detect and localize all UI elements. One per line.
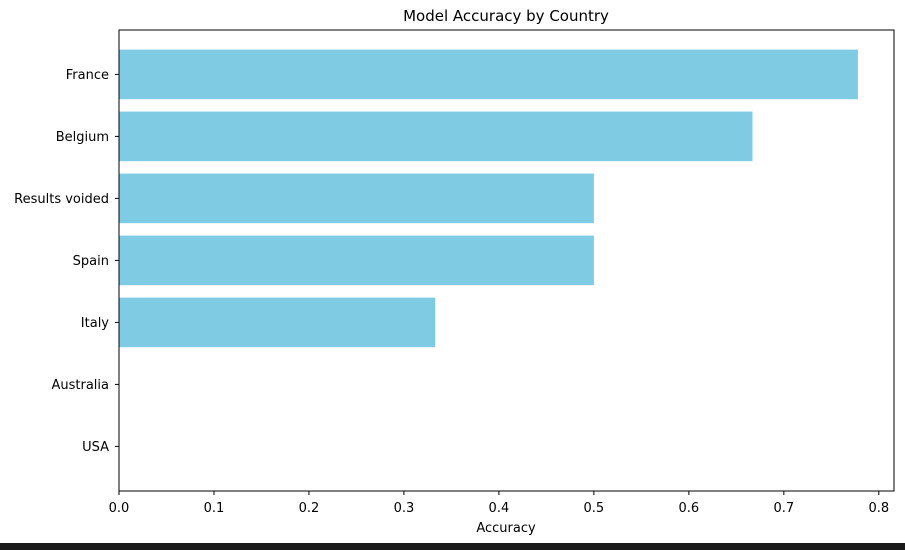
bar-results-voided <box>119 173 594 224</box>
x-tick-label: 0.6 <box>679 501 700 516</box>
y-tick-label: Spain <box>73 254 109 269</box>
y-tick-label: Australia <box>51 378 109 393</box>
x-axis-label: Accuracy <box>476 521 536 536</box>
bar-france <box>119 49 858 100</box>
x-tick-label: 0.3 <box>394 501 415 516</box>
bar-belgium <box>119 111 753 162</box>
bar-italy <box>119 297 436 348</box>
x-tick-label: 0.8 <box>868 501 889 516</box>
x-tick-label: 0.0 <box>109 501 130 516</box>
y-tick-label: Belgium <box>56 130 109 145</box>
x-tick-label: 0.7 <box>773 501 794 516</box>
bar-spain <box>119 235 594 286</box>
window-bottom-edge <box>0 543 905 550</box>
y-tick-label: USA <box>82 440 109 455</box>
x-tick-label: 0.5 <box>584 501 605 516</box>
y-axis-ticks: France Belgium Results voided Spain Italy Aus… <box>14 68 119 455</box>
x-axis-ticks: 0.0 0.1 0.2 0.3 0.4 0.5 0.6 0.7 0.8 <box>109 491 889 516</box>
bars-group <box>119 49 858 348</box>
x-tick-label: 0.1 <box>204 501 225 516</box>
x-tick-label: 0.4 <box>489 501 510 516</box>
chart-title: Model Accuracy by Country <box>403 7 609 25</box>
x-tick-label: 0.2 <box>299 501 320 516</box>
y-tick-label: Results voided <box>14 192 109 207</box>
y-tick-label: Italy <box>81 316 110 331</box>
y-tick-label: France <box>66 68 109 83</box>
